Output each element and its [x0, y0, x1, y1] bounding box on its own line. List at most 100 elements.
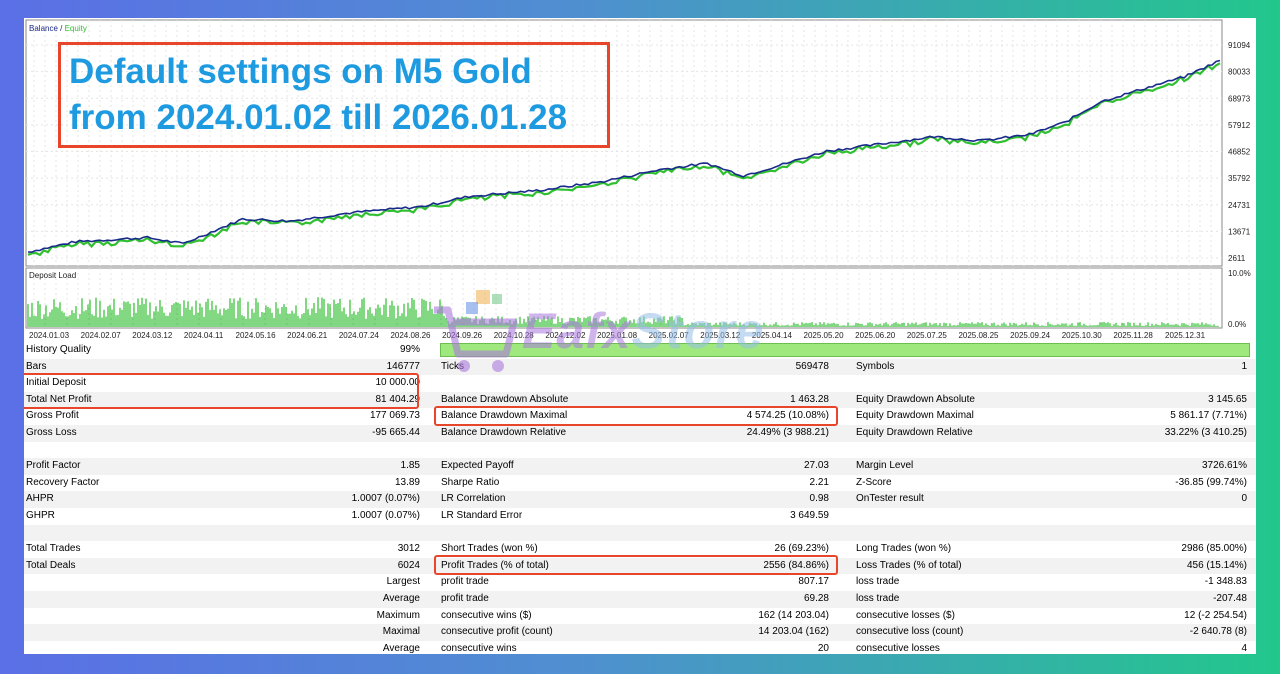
long-trades-label: Long Trades (won %): [856, 543, 952, 555]
x-tick-label: 2024.08.26: [390, 331, 431, 340]
z-score-value: -36.85 (99.74%): [1175, 476, 1247, 488]
lr-correlation-value: 0.98: [809, 493, 829, 505]
short-trades-label: Short Trades (won %): [441, 543, 538, 555]
balance-equity-chart: 91094 80033 68973 57912 46852 35792 24731 13671…: [24, 18, 1256, 360]
sharpe-ratio-label: Sharpe Ratio: [441, 476, 500, 488]
expected-payoff-value: 27.03: [803, 460, 829, 472]
x-tick-label: 2024.04.11: [184, 331, 224, 340]
total-net-profit-value: 81 404.29: [375, 393, 421, 405]
row-average: Average profit trade 69.28 loss trade -2…: [24, 591, 1256, 608]
deposit-load-label: Deposit Load: [29, 271, 76, 280]
largest-loss-value: -1 348.83: [1204, 576, 1247, 588]
max-consecutive-losses-label: consecutive losses ($): [856, 609, 955, 621]
y-tick-label: 68973: [1228, 94, 1251, 103]
y-tick-label: 2611: [1228, 254, 1246, 263]
chart-legend: Balance / Equity: [29, 24, 87, 33]
lr-std-error-label: LR Standard Error: [441, 510, 523, 521]
legend-equity: Equity: [64, 24, 87, 33]
bars-label: Bars: [26, 360, 47, 372]
loss-trades-label: Loss Trades (% of total): [856, 559, 962, 571]
row-maximum: Maximum consecutive wins ($) 162 (14 203…: [24, 608, 1256, 625]
y-tick-label: 46852: [1228, 148, 1251, 157]
bars-value: 146777: [386, 360, 420, 372]
deposit-tick-label: 10.0%: [1228, 269, 1251, 278]
average-loss-label: loss trade: [856, 593, 900, 604]
recovery-factor-value: 13.89: [394, 476, 420, 488]
avg-consecutive-wins-label: consecutive wins: [441, 642, 517, 654]
legend-separator: /: [57, 24, 65, 33]
x-tick-label: 2024.06.21: [287, 331, 328, 340]
largest-loss-label: loss trade: [856, 576, 900, 588]
x-tick-label: 2025.09.24: [1010, 331, 1051, 340]
balance-dd-maximal-label: Balance Drawdown Maximal: [441, 410, 568, 422]
loss-trades-value: 456 (15.14%): [1186, 559, 1247, 571]
deposit-tick-label: 0.0%: [1228, 320, 1246, 329]
row-gross-loss: Gross Loss -95 665.44 Balance Drawdown R…: [24, 425, 1256, 442]
maximal-loss-value: -2 640.78 (8): [1189, 626, 1247, 638]
row-largest: Largest profit trade 807.17 loss trade -…: [24, 574, 1256, 591]
max-consecutive-wins-value: 162 (14 203.04): [758, 609, 829, 621]
balance-line: [27, 59, 1221, 253]
x-tick-label: 2025.05.20: [804, 331, 845, 340]
x-tick-label: 2025.11.28: [1113, 331, 1153, 340]
row-bars: Bars 146777 Ticks 569478 Symbols 1: [24, 358, 1256, 376]
main-plot-frame: [25, 19, 1223, 267]
total-net-profit-label: Total Net Profit: [26, 393, 92, 405]
equity-dd-absolute-label: Equity Drawdown Absolute: [856, 393, 975, 405]
total-trades-value: 3012: [397, 543, 420, 555]
ontester-result-value: 0: [1241, 493, 1247, 505]
x-tick-label: 2025.02.07: [649, 331, 690, 340]
y-tick-label: 80033: [1228, 68, 1251, 77]
x-tick-label: 2025.04.14: [752, 331, 793, 340]
long-trades-value: 2986 (85.00%): [1181, 543, 1247, 555]
maximal-loss-label: consecutive loss (count): [856, 626, 964, 638]
row-recovery-factor: Recovery Factor 13.89 Sharpe Ratio 2.21 …: [24, 475, 1256, 492]
largest-profit-label: profit trade: [441, 576, 489, 588]
total-trades-label: Total Trades: [26, 543, 81, 555]
short-trades-value: 26 (69.23%): [774, 543, 829, 555]
highlight-profit-trades: [434, 555, 838, 575]
maximal-profit-label: consecutive profit (count): [441, 626, 553, 638]
sharpe-ratio-value: 2.21: [809, 476, 829, 488]
profit-trades-label: Profit Trades (% of total): [441, 559, 549, 571]
row-gross-profit: Gross Profit 177 069.73 Balance Drawdown…: [24, 408, 1256, 425]
margin-level-value: 3726.61%: [1201, 460, 1247, 472]
row-ghpr: GHPR 1.0007 (0.07%) LR Standard Error 3 …: [24, 508, 1256, 525]
row-spacer-2: [24, 524, 1256, 542]
y-tick-label: 57912: [1228, 121, 1251, 130]
legend-balance: Balance: [29, 24, 58, 33]
x-tick-label: 2024.01.03: [29, 331, 70, 340]
average-profit-value: 69.28: [803, 593, 829, 604]
highlight-balance-dd-maximal: [434, 406, 838, 426]
average-profit-label: profit trade: [441, 593, 489, 604]
initial-deposit-value: 10 000.00: [375, 377, 421, 389]
row-total-trades: Total Trades 3012 Short Trades (won %) 2…: [24, 541, 1256, 558]
ticks-value: 569478: [795, 360, 829, 372]
row-net-profit: Total Net Profit 81 404.29 Balance Drawd…: [24, 391, 1256, 409]
annotation-line-2: from 2024.01.02 till 2026.01.28: [69, 98, 568, 137]
max-consecutive-wins-label: consecutive wins ($): [441, 609, 532, 621]
equity-dd-absolute-value: 3 145.65: [1208, 393, 1247, 405]
recovery-factor-label: Recovery Factor: [26, 476, 100, 488]
gross-profit-label: Gross Profit: [26, 410, 79, 422]
profit-trades-value: 2556 (84.86%): [763, 559, 829, 571]
avg-consecutive-losses-value: 4: [1241, 642, 1247, 654]
y-tick-label: 13671: [1228, 227, 1251, 236]
x-tick-label: 2024.07.24: [339, 331, 380, 340]
balance-dd-maximal-value: 4 574.25 (10.08%): [746, 410, 829, 422]
total-deals-value: 6024: [397, 559, 420, 571]
x-tick-label: 2025.06.20: [855, 331, 896, 340]
y-tick-label: 35792: [1228, 174, 1251, 183]
row-total-deals: Total Deals 6024 Profit Trades (% of tot…: [24, 557, 1256, 575]
chart-canvas: 91094 80033 68973 57912 46852 35792 24731 13671…: [25, 19, 1251, 340]
row-profit-factor: Profit Factor 1.85 Expected Payoff 27.03…: [24, 458, 1256, 475]
equity-dd-relative-label: Equity Drawdown Relative: [856, 427, 973, 438]
x-tick-label: 2024.09.26: [442, 331, 483, 340]
average-loss-value: -207.48: [1213, 593, 1247, 604]
x-tick-label: 2025.07.25: [907, 331, 948, 340]
balance-dd-relative-value: 24.49% (3 988.21): [746, 427, 829, 438]
profit-factor-value: 1.85: [400, 460, 420, 472]
expected-payoff-label: Expected Payoff: [441, 460, 514, 472]
history-quality-value: 99%: [399, 344, 420, 355]
margin-level-label: Margin Level: [856, 460, 914, 472]
